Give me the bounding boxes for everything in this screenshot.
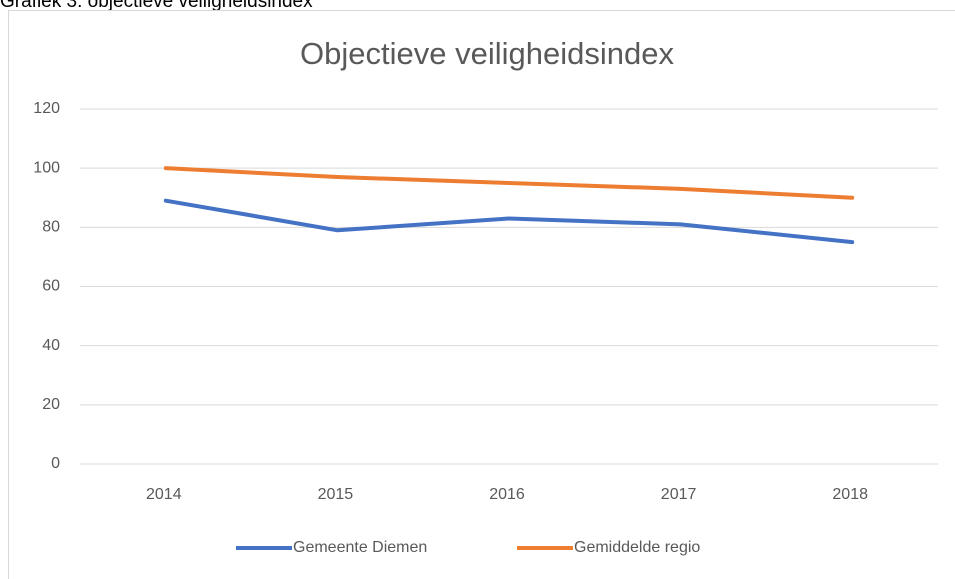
caption: Grafiek 3: objectieve veiligheidsindex <box>0 0 313 12</box>
y-tick-label: 60 <box>42 278 60 295</box>
y-tick-label: 80 <box>42 219 60 236</box>
x-tick-label: 2018 <box>832 486 868 503</box>
legend-label: Gemiddelde regio <box>574 539 700 556</box>
y-tick-label: 100 <box>33 159 60 176</box>
chart-title: Objectieve veiligheidsindex <box>300 36 674 71</box>
y-tick-label: 120 <box>33 100 60 117</box>
chart-frame <box>8 10 955 579</box>
x-tick-label: 2014 <box>146 486 182 503</box>
x-tick-label: 2017 <box>661 486 697 503</box>
line-series <box>163 198 855 245</box>
x-tick-label: 2016 <box>489 486 525 503</box>
legend-label: Gemeente Diemen <box>293 539 427 556</box>
line-series <box>163 166 855 200</box>
x-tick-label: 2015 <box>318 486 354 503</box>
y-tick-label: 0 <box>51 455 60 472</box>
y-tick-label: 40 <box>42 337 60 354</box>
y-tick-label: 20 <box>42 396 60 413</box>
